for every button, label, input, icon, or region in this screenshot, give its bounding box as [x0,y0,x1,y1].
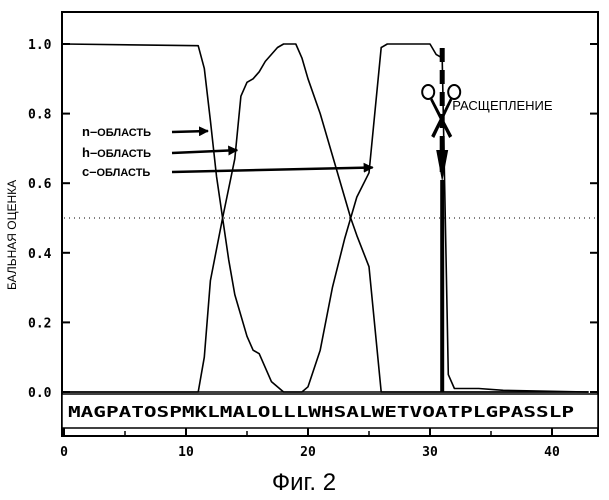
y-tick-label: 0.2 [28,316,51,331]
annotation-label: h–ОБЛАСТЬ [82,145,151,160]
annotation-arrow [172,131,208,132]
annotation-arrow [172,168,373,172]
y-tick-label: 1.0 [28,38,52,53]
annotation-arrow [172,150,237,153]
y-tick-label: 0.4 [28,247,52,262]
x-tick-label: 30 [422,445,438,460]
figure-caption: Фиг. 2 [272,469,336,496]
y-tick-label: 0.6 [28,177,52,192]
y-axis-label: БАЛЬНАЯ ОЦЕНКА [5,180,19,290]
x-tick-label: 40 [544,445,560,460]
cleavage-label: РАСЩЕПЛЕНИЕ [452,98,553,113]
annotation-label: c–ОБЛАСТЬ [82,164,150,179]
y-tick-label: 0.0 [28,386,52,401]
x-tick-label: 10 [178,445,194,460]
y-tick-label: 0.8 [28,108,52,123]
cleavage-arrowhead [436,150,448,182]
annotation-label: n–ОБЛАСТЬ [82,124,151,139]
x-tick-label: 20 [300,445,316,460]
x-tick-label: 0 [60,445,68,460]
sequence-label: MAGPATOSPMKLMALOLLLWHSALWETVOATPLGPASSLP [68,403,574,421]
plot-frame [62,12,598,436]
